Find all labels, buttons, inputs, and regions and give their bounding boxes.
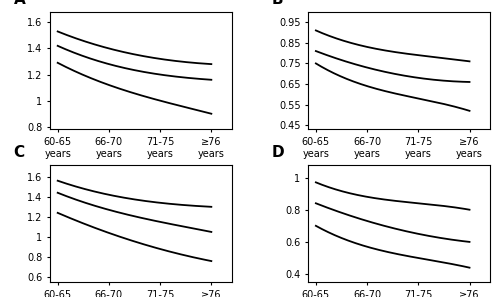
Text: A: A	[14, 0, 26, 7]
Text: D: D	[272, 145, 284, 160]
Text: B: B	[272, 0, 283, 7]
Text: C: C	[14, 145, 25, 160]
